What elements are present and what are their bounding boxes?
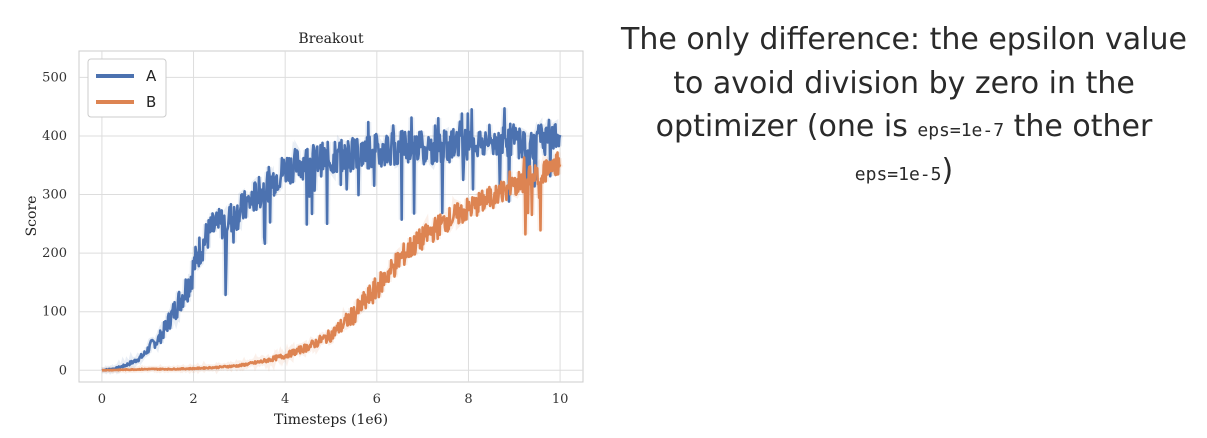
x-tick-label: 8 (464, 392, 472, 407)
x-tick-labels: 0 2 4 6 8 10 (98, 392, 569, 407)
series-lines (101, 107, 562, 372)
legend: A B (87, 58, 167, 118)
x-tick-label: 2 (189, 392, 197, 407)
x-tick-label: 10 (552, 392, 569, 407)
series-line-b (101, 151, 562, 372)
x-axis-label: Timesteps (1e6) (274, 412, 388, 428)
caption-line-3-pre: optimizer (one is (655, 109, 918, 144)
code-eps-1e-5: eps=1e-5 (854, 163, 942, 185)
y-tick-label: 100 (42, 305, 67, 320)
y-tick-label: 300 (42, 188, 67, 203)
legend-label-b: B (146, 93, 156, 111)
x-tick-label: 6 (373, 392, 381, 407)
x-tick-label: 4 (281, 392, 289, 407)
caption: The only difference: the epsilon value t… (614, 18, 1194, 192)
breakout-chart: 0 2 4 6 8 10 0 100 200 300 400 500 Breakout Timest… (24, 31, 584, 428)
caption-line-4: eps=1e-5) (614, 149, 1194, 193)
caption-line-4-post: ) (941, 152, 954, 188)
y-tick-label: 0 (59, 363, 67, 378)
chart-title: Breakout (298, 31, 364, 47)
caption-line-3-post: the other (1004, 109, 1153, 144)
y-tick-labels: 0 100 200 300 400 500 (42, 70, 67, 378)
y-tick-label: 500 (42, 70, 67, 85)
code-eps-1e-7: eps=1e-7 (917, 120, 1005, 141)
y-tick-label: 400 (42, 129, 67, 144)
caption-line-1: The only difference: the epsilon value (621, 22, 1187, 57)
y-axis-label: Score (24, 196, 40, 237)
caption-line-3: optimizer (one is eps=1e-7 the other (614, 105, 1194, 149)
x-tick-label: 0 (98, 392, 106, 407)
series-line-a (101, 107, 562, 372)
y-tick-label: 200 (42, 246, 67, 261)
legend-label-a: A (146, 67, 157, 85)
caption-line-2: to avoid division by zero in the (673, 65, 1135, 101)
